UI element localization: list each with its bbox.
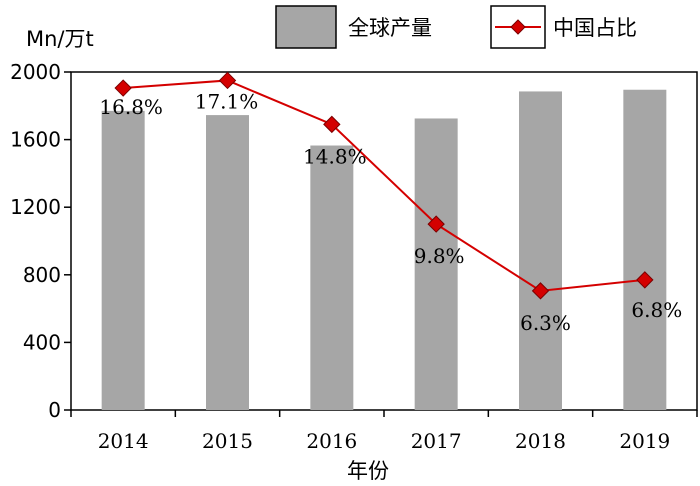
line-path — [123, 79, 645, 292]
legend-line-marker — [510, 19, 526, 35]
bar-2015 — [206, 115, 249, 410]
x-tick-label: 2019 — [619, 429, 670, 453]
y-axis-title: Mn/万t — [26, 27, 94, 51]
x-tick-label: 2017 — [411, 429, 462, 453]
line-point-2015 — [218, 71, 237, 90]
y-tick-label: 1200 — [10, 195, 61, 219]
x-tick-label: 2015 — [202, 429, 253, 453]
legend: 全球产量 中国占比 — [275, 5, 637, 49]
bar-2017 — [414, 118, 458, 410]
line-point-2019 — [636, 271, 654, 289]
point-label: 6.8% — [631, 298, 682, 322]
line-point-2014 — [114, 79, 132, 97]
bar-2016 — [310, 145, 354, 410]
x-tick-label: 2014 — [98, 429, 149, 453]
legend-bar-label: 全球产量 — [348, 16, 432, 40]
bar-2014 — [101, 110, 145, 411]
bar-2018 — [519, 91, 562, 410]
y-tick-label: 2000 — [10, 60, 61, 84]
point-label: 17.1% — [195, 89, 259, 113]
plot-frame — [70, 71, 698, 411]
line-point-2017 — [427, 215, 445, 233]
bar-2019 — [623, 89, 667, 411]
y-tick-label: 1600 — [10, 128, 61, 152]
point-label: 9.8% — [414, 244, 465, 268]
legend-bar-swatch — [275, 5, 337, 49]
line-series — [114, 71, 654, 300]
bar-series — [101, 89, 667, 411]
x-tick-label: 2016 — [306, 429, 357, 453]
point-label: 14.8% — [303, 144, 367, 168]
point-label: 6.3% — [520, 311, 571, 335]
x-axis: 2014 2015 2016 2017 2018 2019 — [70, 410, 698, 453]
line-point-2018 — [531, 282, 550, 300]
line-point-2016 — [323, 115, 341, 134]
point-label: 16.8% — [99, 95, 163, 119]
x-axis-title: 年份 — [347, 459, 389, 483]
x-tick-label: 2018 — [515, 429, 566, 453]
y-tick-label: 800 — [23, 263, 61, 287]
point-labels: 16.8% 17.1% 14.8% 9.8% 6.3% 6.8% — [99, 89, 682, 334]
y-tick-label: 400 — [23, 330, 61, 354]
y-axis: 0 400 800 1200 1600 2000 — [10, 60, 71, 422]
legend-line-label: 中国占比 — [553, 16, 637, 40]
y-tick-label: 0 — [48, 398, 61, 422]
